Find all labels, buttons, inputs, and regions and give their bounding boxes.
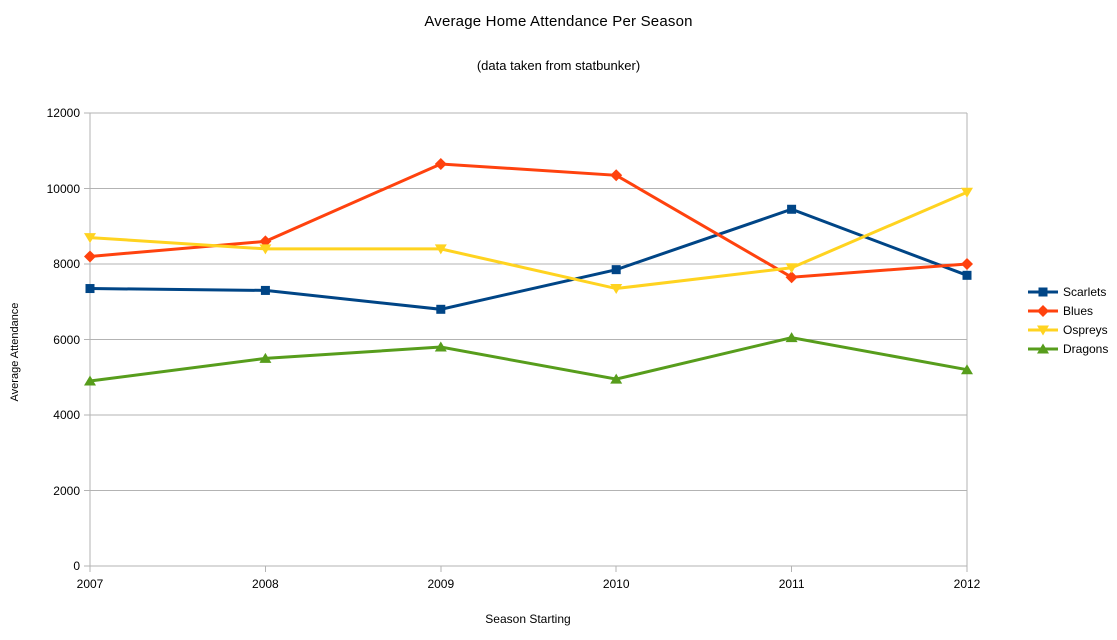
series-line-ospreys [89, 190, 968, 291]
data-point-dragons-2007 [84, 375, 96, 386]
x-axis-tick-label: 2011 [778, 577, 805, 591]
data-point-scarlets-2011 [787, 204, 797, 214]
x-axis-title: Season Starting [485, 612, 571, 626]
y-axis-tick-label: 6000 [53, 332, 80, 347]
legend-label: Blues [1063, 303, 1094, 318]
series-line-blues [89, 162, 968, 279]
data-point-dragons-2011 [785, 332, 798, 343]
x-axis-tick-label: 2007 [76, 577, 104, 591]
data-point-scarlets-2010 [611, 265, 621, 275]
x-axis-tick-label: 2012 [953, 577, 981, 591]
legend-label: Scarlets [1063, 284, 1107, 299]
data-point-dragons-2008 [259, 352, 272, 363]
data-point-ospreys-2010 [610, 284, 623, 295]
data-point-scarlets-2009 [436, 304, 446, 314]
data-point-scarlets-2012 [962, 270, 972, 280]
legend-label: Dragons [1063, 341, 1109, 356]
data-point-scarlets-2007 [85, 284, 95, 294]
legend-marker-square-icon [1028, 287, 1058, 296]
data-point-blues-2007 [84, 250, 96, 263]
y-axis-tick-label: 4000 [53, 408, 80, 422]
legend-item-dragons: Dragons [1028, 339, 1108, 358]
chart-subtitle: (data taken from statbunker) [476, 58, 641, 73]
data-point-dragons-2009 [434, 341, 447, 352]
x-axis-tick-label: 2009 [427, 577, 455, 591]
legend-item-blues: Blues [1028, 301, 1108, 320]
data-point-scarlets-2008 [260, 285, 270, 295]
legend-marker-diamond-icon [1028, 304, 1058, 317]
series-line-dragons [89, 336, 968, 383]
data-point-blues-2009 [434, 157, 447, 170]
y-axis-tick-label: 8000 [53, 257, 80, 271]
y-axis-title: Average Attendance [9, 302, 21, 402]
chart-title: Average Home Attendance Per Season [424, 13, 693, 30]
data-point-ospreys-2011 [785, 263, 798, 274]
legend-item-ospreys: Ospreys [1028, 320, 1108, 339]
legend: Scarlets Blues Ospreys Dragons [1028, 282, 1108, 358]
data-point-blues-2008 [259, 235, 272, 248]
data-point-blues-2012 [961, 258, 973, 270]
data-point-ospreys-2008 [259, 244, 272, 255]
y-axis-tick-label: 0 [73, 559, 80, 573]
x-axis-tick-label: 2008 [252, 577, 279, 591]
data-point-dragons-2010 [610, 373, 623, 384]
data-point-ospreys-2009 [434, 244, 447, 255]
legend-marker-shape [1037, 343, 1049, 353]
data-point-ospreys-2012 [961, 187, 973, 198]
data-point-dragons-2012 [961, 364, 973, 375]
data-point-ospreys-2007 [84, 233, 96, 244]
legend-marker-triangle-up-icon [1028, 343, 1058, 353]
legend-item-scarlets: Scarlets [1028, 282, 1108, 301]
y-axis-tick-label: 12000 [46, 106, 80, 120]
x-axis-tick-label: 2010 [602, 577, 630, 591]
legend-label: Ospreys [1063, 322, 1108, 337]
y-axis-tick-label: 2000 [53, 483, 80, 498]
data-point-blues-2010 [610, 169, 623, 182]
legend-marker-shape [1037, 325, 1049, 335]
legend-marker-triangle-down-icon [1028, 325, 1058, 335]
legend-marker-shape [1038, 287, 1048, 296]
y-axis-tick-label: 10000 [46, 181, 80, 196]
legend-marker-shape [1037, 304, 1049, 317]
series-line-scarlets [89, 207, 968, 311]
data-point-blues-2011 [785, 271, 798, 284]
